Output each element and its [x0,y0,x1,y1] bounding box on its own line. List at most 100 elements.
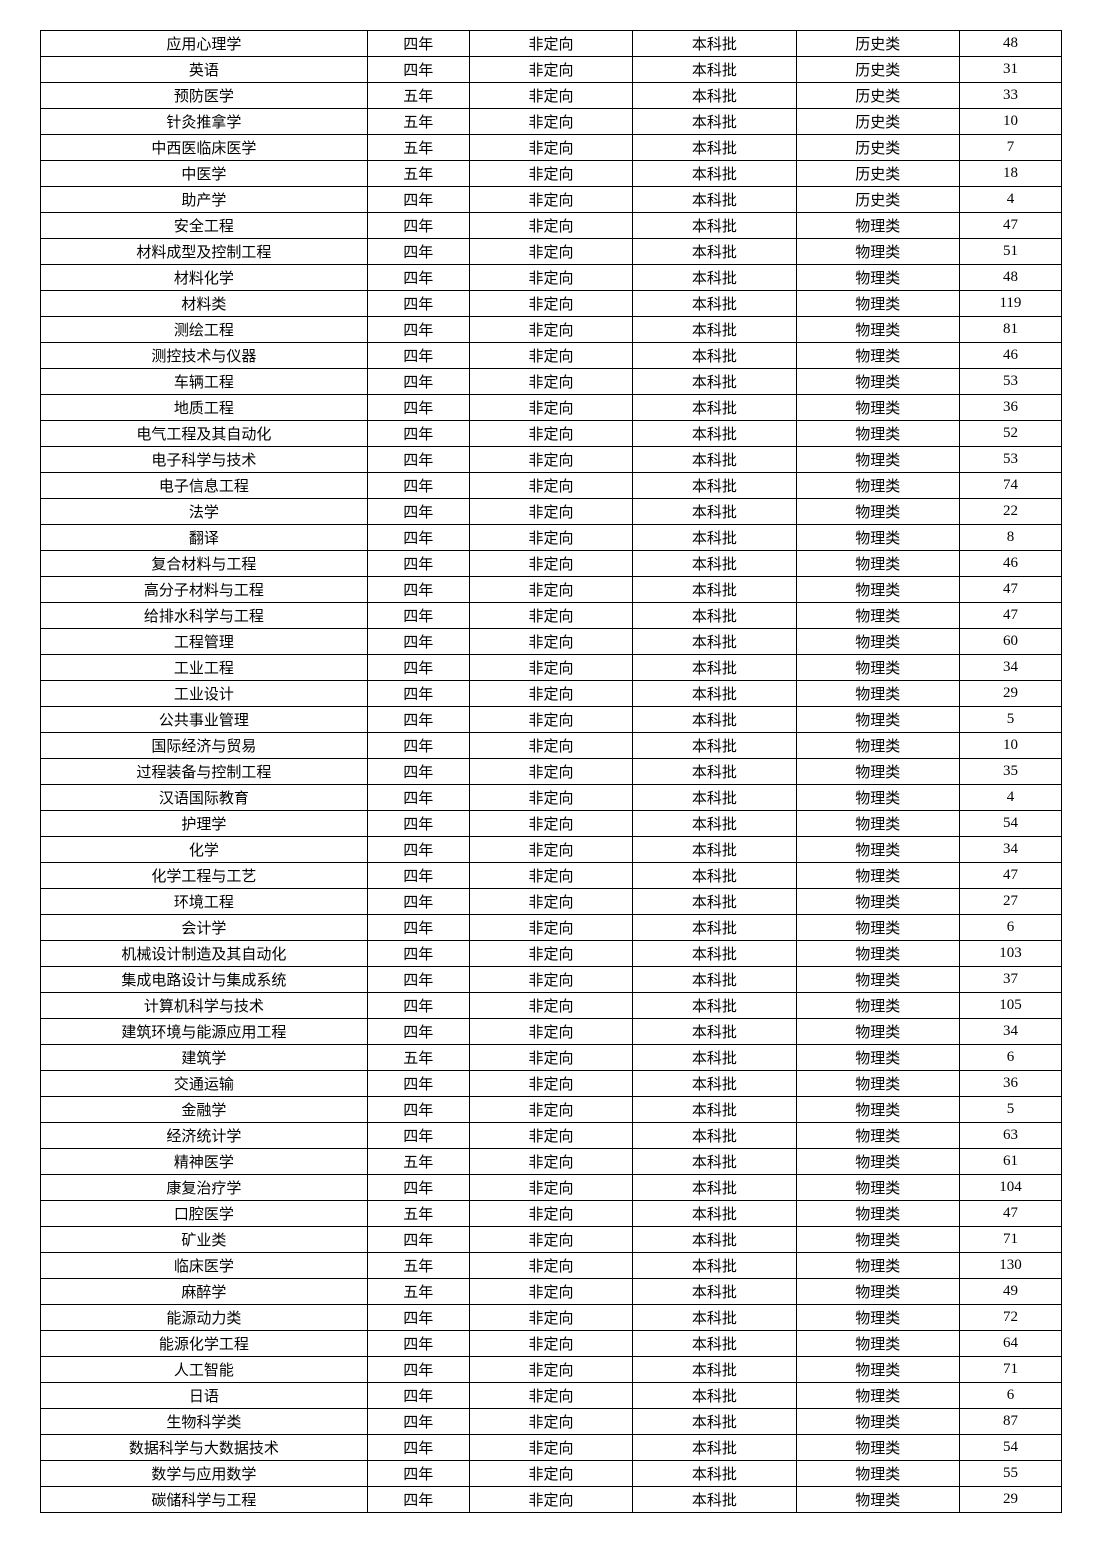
table-cell: 五年 [367,1253,469,1279]
table-row: 中西医临床医学五年非定向本科批历史类7 [41,135,1062,161]
table-cell: 本科批 [633,759,796,785]
table-cell: 历史类 [796,187,959,213]
table-cell: 四年 [367,915,469,941]
table-cell: 材料化学 [41,265,368,291]
table-cell: 康复治疗学 [41,1175,368,1201]
table-cell: 四年 [367,291,469,317]
table-row: 护理学四年非定向本科批物理类54 [41,811,1062,837]
table-cell: 护理学 [41,811,368,837]
table-cell: 81 [959,317,1061,343]
table-cell: 非定向 [469,1149,632,1175]
table-cell: 本科批 [633,629,796,655]
table-cell: 非定向 [469,629,632,655]
table-cell: 本科批 [633,317,796,343]
table-cell: 四年 [367,759,469,785]
table-cell: 本科批 [633,1019,796,1045]
table-cell: 10 [959,109,1061,135]
table-cell: 计算机科学与技术 [41,993,368,1019]
table-cell: 物理类 [796,629,959,655]
table-cell: 历史类 [796,135,959,161]
table-row: 生物科学类四年非定向本科批物理类87 [41,1409,1062,1435]
table-cell: 本科批 [633,187,796,213]
table-cell: 物理类 [796,993,959,1019]
table-cell: 物理类 [796,525,959,551]
table-row: 机械设计制造及其自动化四年非定向本科批物理类103 [41,941,1062,967]
table-cell: 非定向 [469,291,632,317]
table-row: 复合材料与工程四年非定向本科批物理类46 [41,551,1062,577]
table-row: 翻译四年非定向本科批物理类8 [41,525,1062,551]
table-cell: 非定向 [469,83,632,109]
table-row: 集成电路设计与集成系统四年非定向本科批物理类37 [41,967,1062,993]
table-cell: 四年 [367,213,469,239]
table-cell: 集成电路设计与集成系统 [41,967,368,993]
table-row: 电气工程及其自动化四年非定向本科批物理类52 [41,421,1062,447]
table-cell: 本科批 [633,1331,796,1357]
table-cell: 四年 [367,421,469,447]
table-cell: 10 [959,733,1061,759]
table-row: 数据科学与大数据技术四年非定向本科批物理类54 [41,1435,1062,1461]
table-cell: 地质工程 [41,395,368,421]
table-cell: 非定向 [469,317,632,343]
table-cell: 四年 [367,1357,469,1383]
table-cell: 非定向 [469,1175,632,1201]
table-cell: 四年 [367,1435,469,1461]
table-cell: 非定向 [469,1201,632,1227]
table-cell: 四年 [367,317,469,343]
table-cell: 64 [959,1331,1061,1357]
table-cell: 能源化学工程 [41,1331,368,1357]
table-cell: 本科批 [633,1279,796,1305]
table-cell: 非定向 [469,1461,632,1487]
table-cell: 四年 [367,31,469,57]
table-cell: 34 [959,837,1061,863]
table-cell: 本科批 [633,57,796,83]
table-cell: 四年 [367,187,469,213]
table-cell: 非定向 [469,109,632,135]
table-cell: 给排水科学与工程 [41,603,368,629]
table-cell: 历史类 [796,109,959,135]
table-row: 电子科学与技术四年非定向本科批物理类53 [41,447,1062,473]
table-cell: 非定向 [469,785,632,811]
table-cell: 五年 [367,161,469,187]
table-cell: 五年 [367,83,469,109]
table-cell: 非定向 [469,1383,632,1409]
table-cell: 本科批 [633,525,796,551]
table-row: 给排水科学与工程四年非定向本科批物理类47 [41,603,1062,629]
table-row: 麻醉学五年非定向本科批物理类49 [41,1279,1062,1305]
table-row: 经济统计学四年非定向本科批物理类63 [41,1123,1062,1149]
table-cell: 物理类 [796,1149,959,1175]
table-cell: 物理类 [796,1383,959,1409]
table-cell: 建筑学 [41,1045,368,1071]
table-cell: 非定向 [469,1357,632,1383]
admission-table: 应用心理学四年非定向本科批历史类48英语四年非定向本科批历史类31预防医学五年非… [40,30,1062,1513]
table-cell: 本科批 [633,161,796,187]
table-cell: 本科批 [633,83,796,109]
table-cell: 本科批 [633,499,796,525]
table-cell: 安全工程 [41,213,368,239]
table-cell: 本科批 [633,369,796,395]
table-cell: 非定向 [469,421,632,447]
table-cell: 87 [959,1409,1061,1435]
table-cell: 物理类 [796,681,959,707]
table-cell: 非定向 [469,369,632,395]
table-row: 材料化学四年非定向本科批物理类48 [41,265,1062,291]
table-cell: 物理类 [796,655,959,681]
table-row: 助产学四年非定向本科批历史类4 [41,187,1062,213]
table-cell: 汉语国际教育 [41,785,368,811]
table-cell: 非定向 [469,733,632,759]
table-cell: 翻译 [41,525,368,551]
table-cell: 51 [959,239,1061,265]
table-cell: 物理类 [796,785,959,811]
table-cell: 本科批 [633,707,796,733]
table-cell: 历史类 [796,83,959,109]
table-cell: 口腔医学 [41,1201,368,1227]
table-cell: 本科批 [633,1253,796,1279]
table-cell: 四年 [367,733,469,759]
table-cell: 四年 [367,837,469,863]
table-cell: 5 [959,1097,1061,1123]
table-row: 电子信息工程四年非定向本科批物理类74 [41,473,1062,499]
table-cell: 物理类 [796,1071,959,1097]
table-cell: 四年 [367,1331,469,1357]
table-cell: 本科批 [633,681,796,707]
table-cell: 四年 [367,681,469,707]
table-cell: 36 [959,1071,1061,1097]
